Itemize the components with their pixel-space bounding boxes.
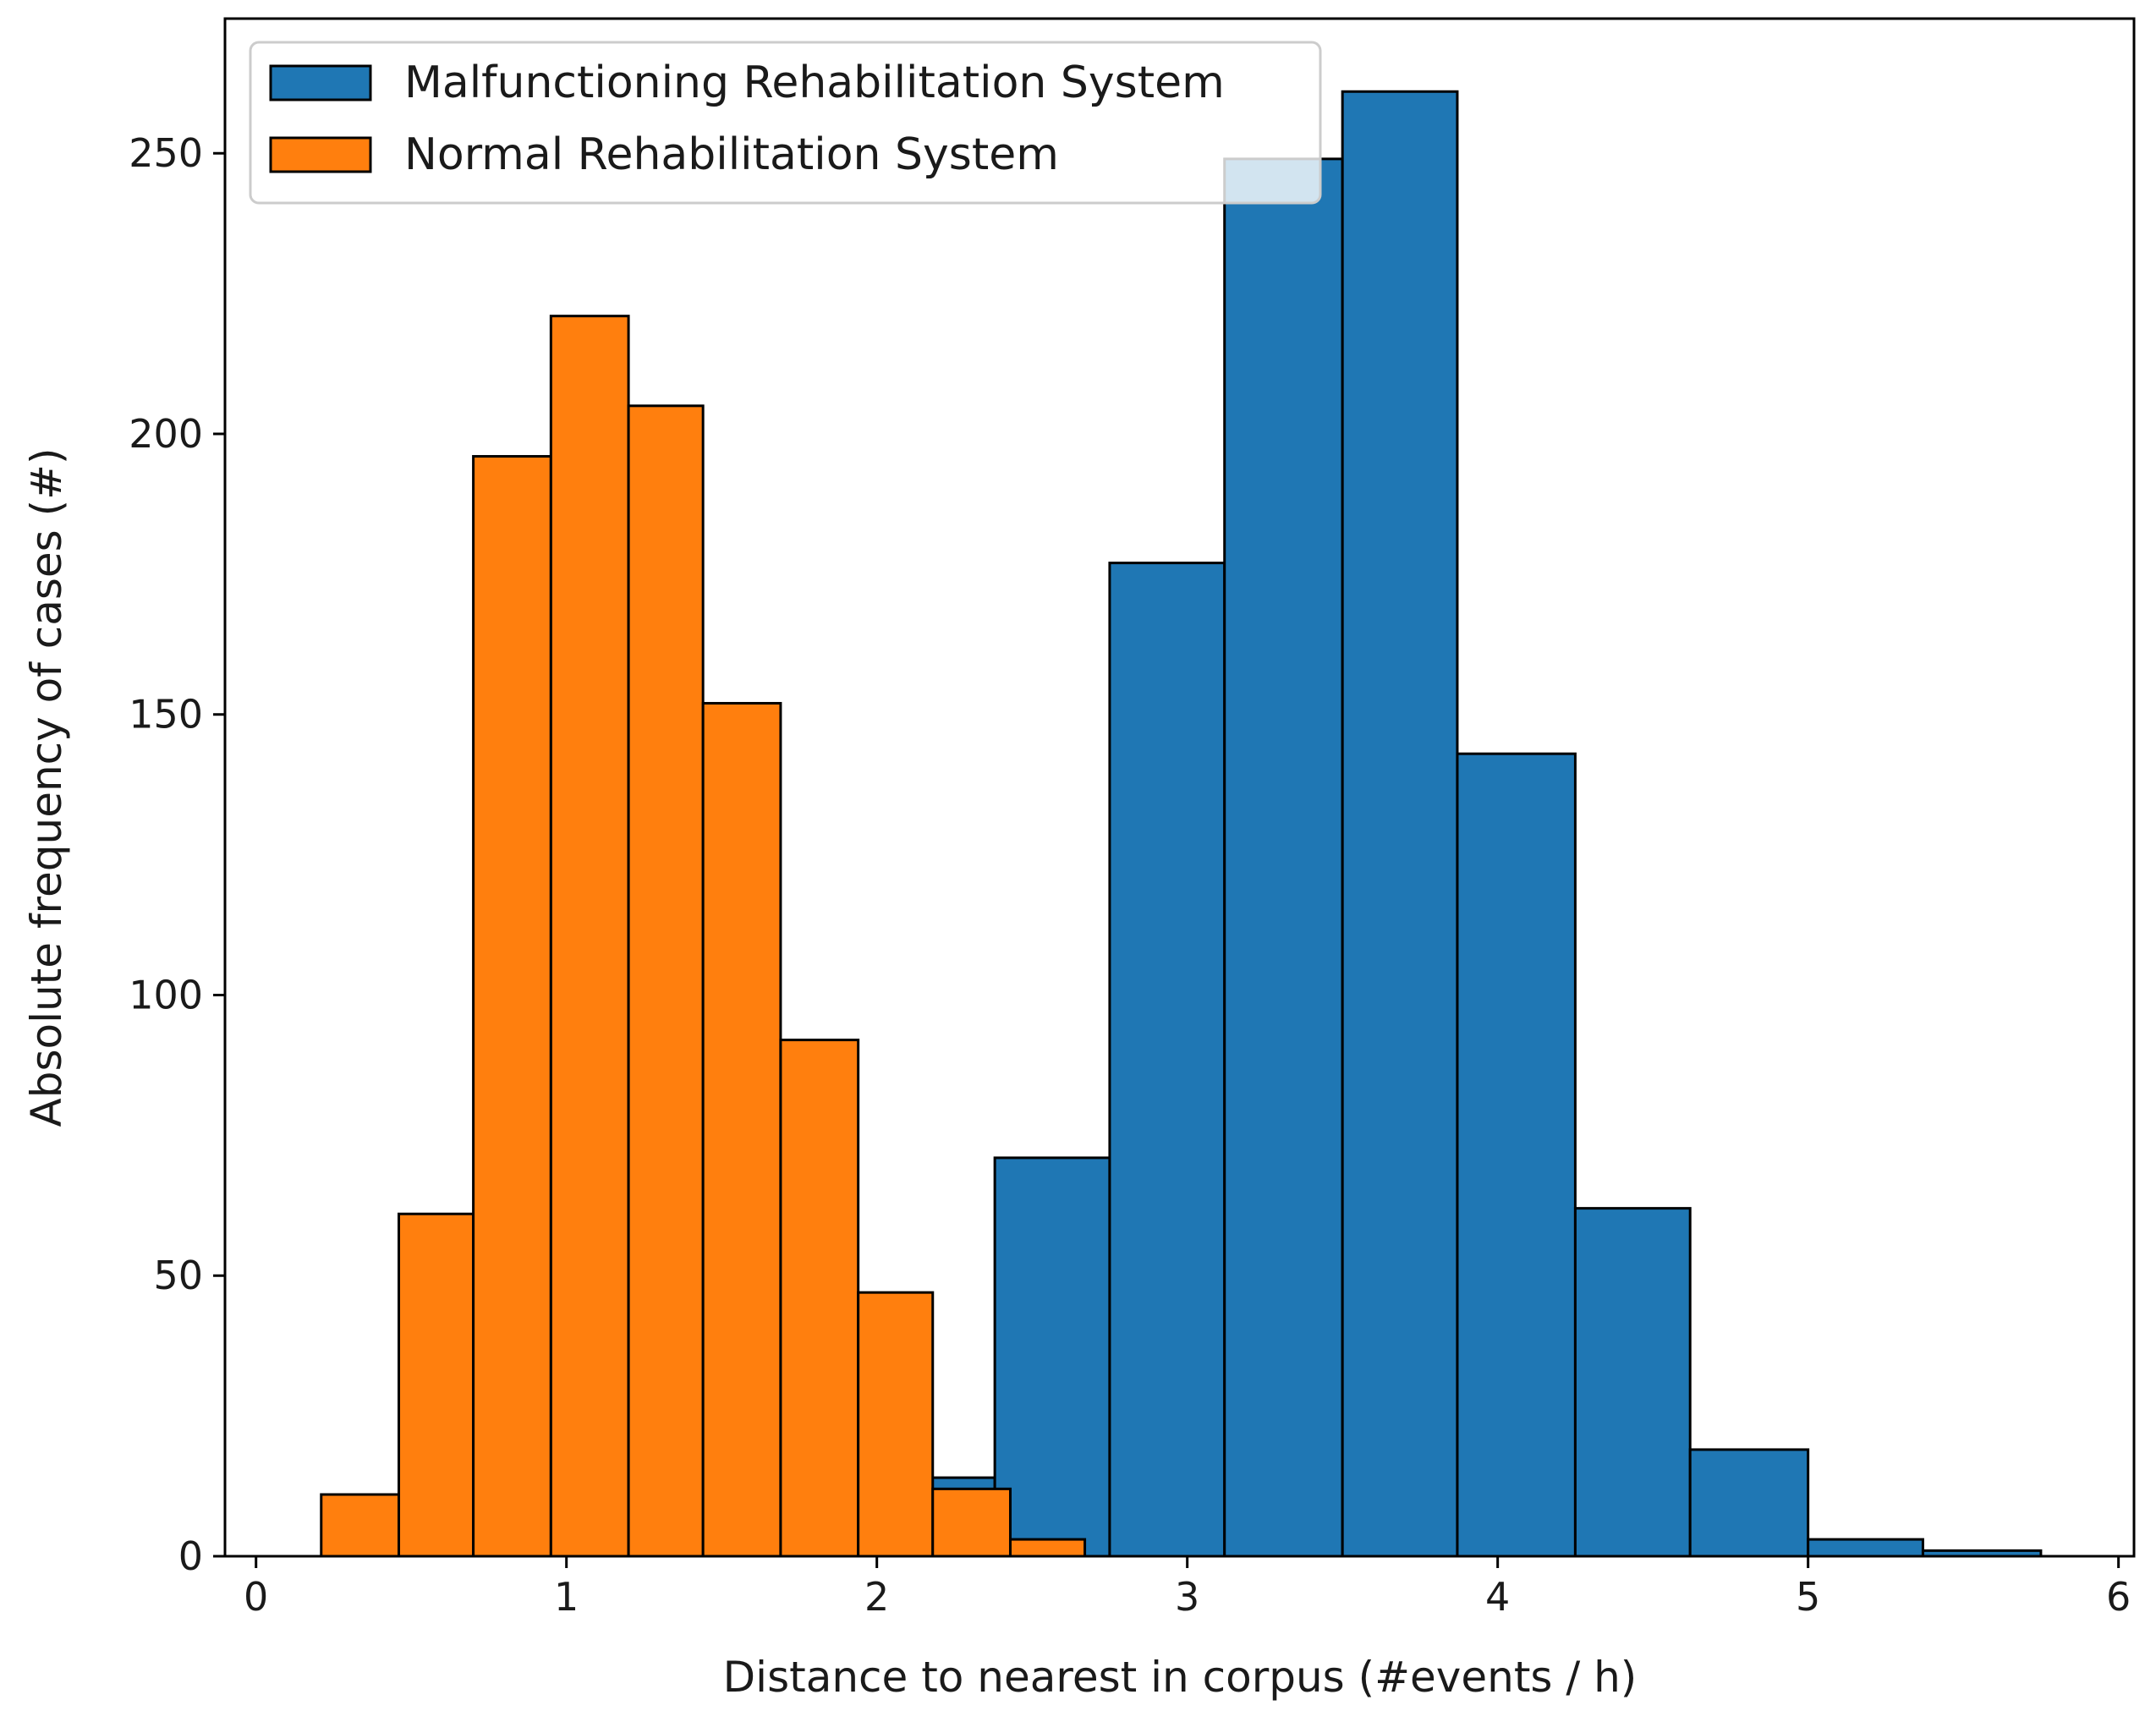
histogram-bar [472, 455, 552, 1558]
normal-series [320, 315, 1087, 1558]
legend-box [249, 41, 1322, 205]
histogram-bar [1807, 1538, 1924, 1558]
histogram-bar [1341, 90, 1459, 1558]
legend-swatch-malfunctioning [269, 64, 372, 101]
x-tick-label: 2 [864, 1574, 889, 1620]
y-tick-label: 50 [153, 1253, 203, 1298]
y-tick-label: 150 [129, 692, 203, 738]
histogram-bar [398, 1212, 475, 1558]
x-tick-label: 5 [1796, 1574, 1820, 1620]
x-tick-label: 3 [1175, 1574, 1199, 1620]
histogram-bar [931, 1487, 1012, 1558]
histogram-bar [779, 1039, 860, 1558]
histogram-bar [993, 1156, 1111, 1558]
x-axis: 0 1 2 3 4 5 6 [244, 1556, 2131, 1620]
histogram-bar [627, 404, 705, 1558]
histogram-bar [1688, 1448, 1810, 1558]
histogram-bar [1108, 562, 1226, 1558]
histogram-bar [1573, 1207, 1692, 1558]
x-tick-label: 1 [554, 1574, 579, 1620]
legend-swatch-normal [269, 136, 372, 173]
legend-label-malfunctioning: Malfunctioning Rehabilitation System [404, 58, 1225, 108]
legend-label-normal: Normal Rehabilitation System [404, 129, 1059, 180]
histogram-bar [1223, 157, 1344, 1558]
y-tick-label: 200 [129, 411, 203, 457]
x-tick-label: 4 [1485, 1574, 1510, 1620]
y-tick-label: 250 [129, 130, 203, 176]
histogram-bar [549, 315, 630, 1558]
x-tick-label: 6 [2106, 1574, 2131, 1620]
histogram-bar [1456, 752, 1577, 1558]
plot-frame [223, 17, 2136, 1558]
malfunctioning-series [875, 90, 2043, 1558]
legend: Malfunctioning Rehabilitation System Nor… [249, 41, 1322, 205]
y-tick-label: 0 [178, 1533, 203, 1579]
y-axis: 0 50 100 150 200 250 [129, 130, 225, 1579]
x-axis-label: Distance to nearest in corpus (#events /… [723, 1653, 1638, 1702]
histogram-bar [1008, 1538, 1087, 1558]
y-tick-label: 100 [129, 972, 203, 1017]
histogram-bar [857, 1291, 935, 1558]
x-tick-label: 0 [244, 1574, 268, 1620]
histogram-bar [320, 1493, 401, 1558]
histogram-bar [701, 701, 782, 1558]
y-axis-label: Absolute frequency of cases (#) [22, 448, 71, 1127]
